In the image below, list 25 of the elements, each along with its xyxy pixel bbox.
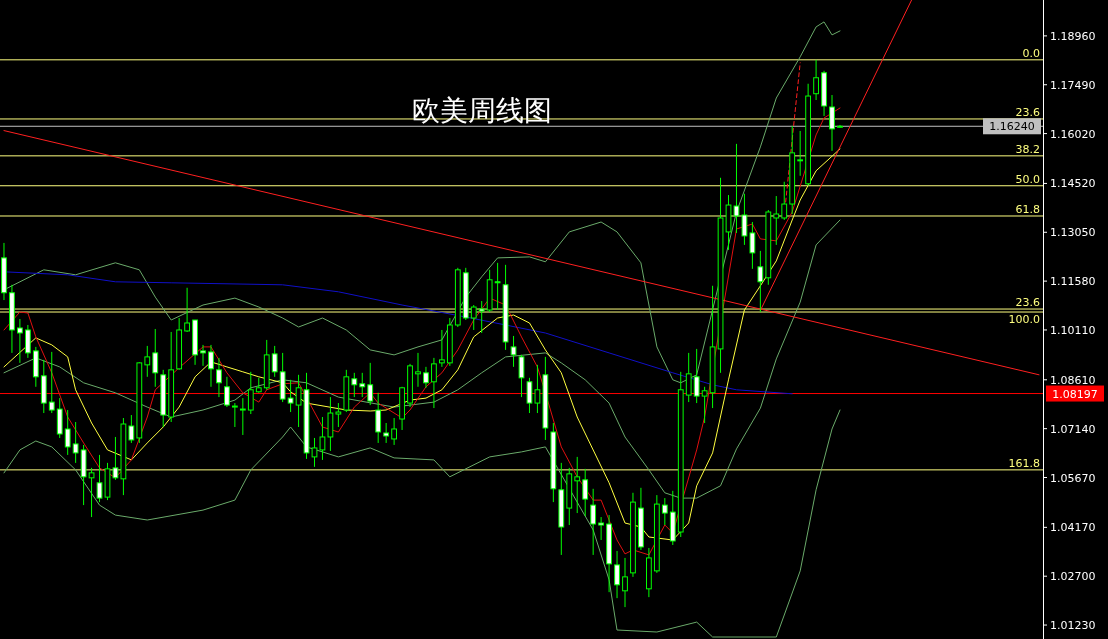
y-tick-label: 1.10110	[1050, 323, 1096, 337]
price-tag: 1.16240	[983, 118, 1041, 135]
annotation: 161.8	[1008, 456, 1040, 470]
annotation: 61.8	[1015, 202, 1040, 216]
annotation: 38.2	[1015, 142, 1040, 156]
annotation: 23.6	[1015, 296, 1040, 310]
y-tick-label: 1.05670	[1050, 471, 1096, 485]
y-tick-label: 1.13050	[1050, 226, 1096, 240]
y-tick-label: 1.16020	[1050, 127, 1096, 141]
ref-line-label: 1.16240	[989, 120, 1035, 134]
y-tick-label: 1.18960	[1050, 29, 1096, 43]
y-tick-label: 1.14520	[1050, 177, 1096, 191]
text: 欧美周线图	[412, 94, 552, 127]
y-tick-label: 1.17490	[1050, 78, 1096, 92]
y-tick-label: 1.08610	[1050, 373, 1096, 387]
annotation: 23.6	[1015, 105, 1040, 119]
ref-line-label: 1.08197	[1052, 387, 1098, 401]
annotation: 100.0	[1008, 313, 1040, 327]
y-tick-label: 1.01230	[1050, 619, 1096, 633]
annotation: 0.0	[1022, 46, 1040, 60]
y-tick-label: 1.07140	[1050, 422, 1096, 436]
y-tick-label: 1.11580	[1050, 275, 1096, 289]
y-tick-label: 1.02700	[1050, 570, 1096, 584]
annotation: 50.0	[1015, 172, 1040, 186]
y-tick-label: 1.04170	[1050, 521, 1096, 535]
